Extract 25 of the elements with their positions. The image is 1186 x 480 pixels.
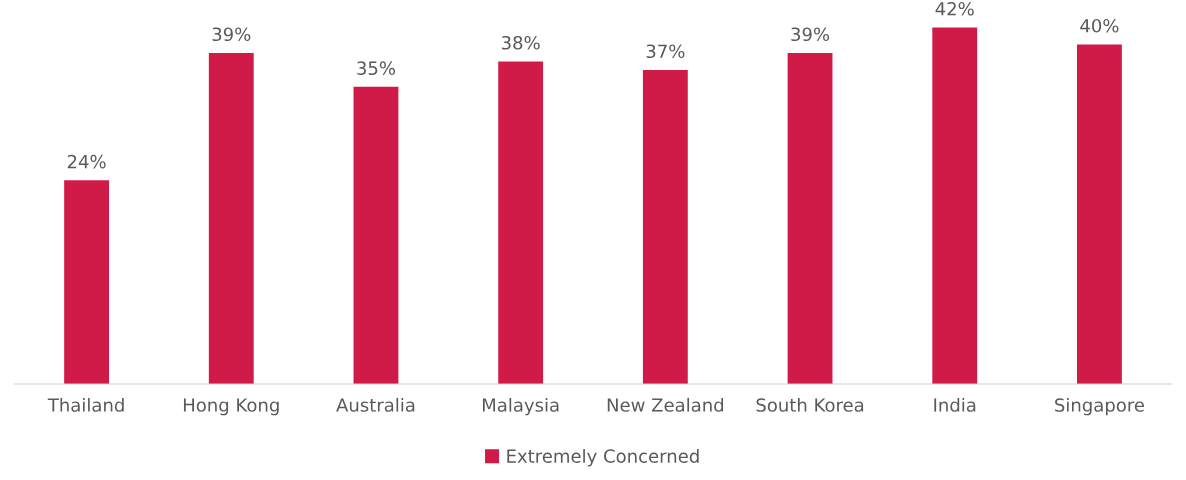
bar bbox=[498, 61, 544, 384]
data-label: 39% bbox=[791, 27, 830, 42]
data-label: 39% bbox=[212, 27, 251, 42]
x-tick-label: India bbox=[934, 397, 976, 412]
x-tick-label: New Zealand bbox=[607, 397, 724, 412]
x-tick-label: South Korea bbox=[756, 397, 864, 412]
bar bbox=[932, 27, 978, 384]
data-label: 24% bbox=[67, 154, 106, 169]
data-label: 40% bbox=[1080, 18, 1119, 33]
bar bbox=[1076, 44, 1122, 384]
bar bbox=[64, 180, 110, 384]
data-label: 35% bbox=[357, 61, 396, 76]
x-tick-label: Thailand bbox=[47, 397, 124, 412]
data-label: 42% bbox=[935, 1, 974, 16]
x-tick-label: Singapore bbox=[1055, 397, 1144, 416]
x-tick-label: Hong Kong bbox=[183, 398, 279, 416]
x-tick-label: Malaysia bbox=[482, 397, 559, 416]
bar bbox=[787, 52, 833, 384]
bar bbox=[208, 52, 254, 384]
bar bbox=[353, 86, 399, 384]
data-label: 37% bbox=[646, 44, 685, 59]
x-tick-label: Australia bbox=[336, 397, 415, 412]
data-label: 38% bbox=[501, 35, 540, 50]
bar bbox=[642, 69, 688, 384]
legend-label: Extremely Concerned bbox=[507, 448, 699, 467]
